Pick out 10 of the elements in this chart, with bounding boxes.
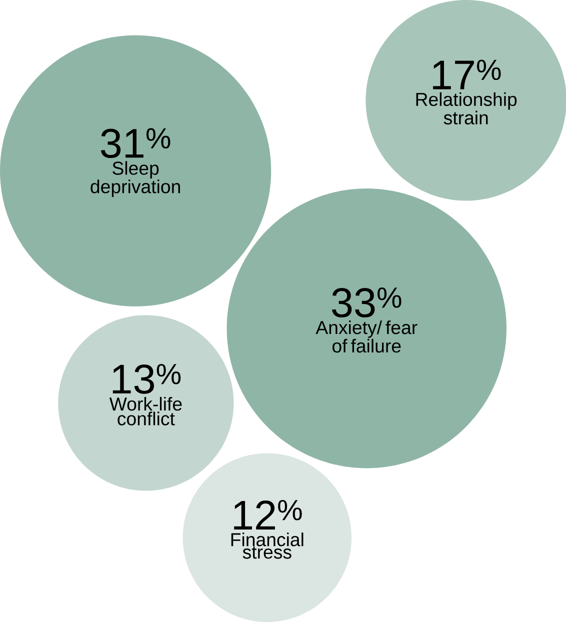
data-label: 17$^{%}$ [432,60,501,90]
data-label: 33$^{%}$ [332,287,402,318]
data-label: 31$^{%}$ [100,128,170,158]
data-label: 13$^{%}$ [112,364,180,394]
category-label: Anxiety/ fear of failure [315,320,418,353]
category-label: Work-life conflict [109,396,182,426]
data-label: 12$^{%}$ [234,500,302,530]
category-label: Financial stress [231,532,303,559]
category-label: Sleep deprivation [90,161,180,197]
category-label: Relationship strain [416,92,516,124]
